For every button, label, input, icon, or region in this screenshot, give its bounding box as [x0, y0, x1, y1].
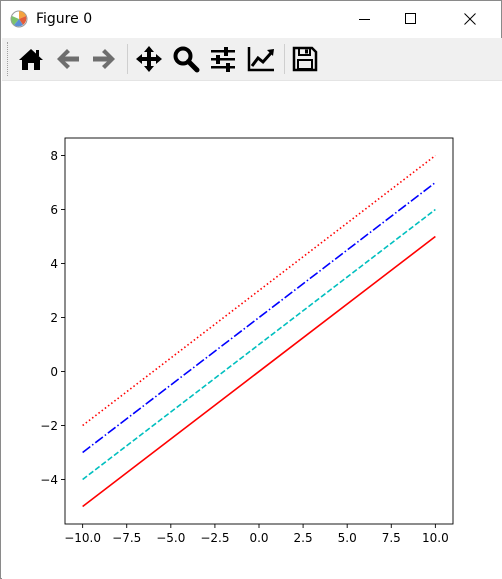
minimize-icon [359, 19, 370, 20]
x-tick-label: −7.5 [112, 531, 141, 545]
save-button[interactable] [288, 42, 322, 76]
y-tick-label: −4 [40, 473, 58, 487]
pan-button[interactable] [132, 42, 166, 76]
maximize-button[interactable] [388, 1, 434, 37]
series-line-1 [82, 208, 436, 481]
x-tick-label: −5.0 [156, 531, 185, 545]
x-tick-label: 0.0 [249, 531, 268, 545]
y-tick-label: 2 [50, 311, 58, 325]
close-button[interactable] [447, 1, 493, 37]
x-tick-label: 10.0 [422, 531, 449, 545]
x-tick-label: −10.0 [64, 531, 101, 545]
series-line-0 [82, 235, 436, 508]
zoom-button[interactable] [169, 42, 203, 76]
window-title: Figure 0 [36, 11, 93, 27]
forward-button[interactable] [87, 42, 121, 76]
edit-axis-button[interactable] [243, 42, 277, 76]
y-tick-label: 8 [50, 149, 58, 163]
series-line-2 [82, 181, 436, 454]
x-tick-label: 5.0 [338, 531, 357, 545]
toolbar-separator [284, 44, 285, 74]
magnifier-icon [173, 46, 200, 73]
toolbar-grip[interactable] [7, 42, 10, 76]
matplotlib-logo-icon [10, 10, 28, 28]
navigation-toolbar [2, 38, 502, 81]
series-line-3 [82, 154, 436, 427]
floppy-disk-icon [292, 46, 318, 72]
home-icon [19, 49, 43, 70]
arrow-right-icon [93, 49, 115, 69]
move-icon [136, 46, 162, 72]
trend-chart-icon [247, 47, 274, 72]
x-tick-label: −2.5 [200, 531, 229, 545]
minimize-button[interactable] [342, 1, 388, 37]
line-chart[interactable]: −10.0 −7.5 −5.0 −2.5 0.0 2.5 5.0 7.5 10.0 −4 −2 0 2 4… [2, 81, 502, 579]
y-tick-label: −2 [40, 419, 58, 433]
y-tick-label: 0 [50, 365, 58, 379]
sliders-icon [211, 47, 235, 72]
y-tick-label: 4 [50, 257, 58, 271]
title-bar[interactable]: Figure 0 [1, 1, 501, 37]
y-tick-label: 6 [50, 203, 58, 217]
back-button[interactable] [51, 42, 85, 76]
configure-subplots-button[interactable] [206, 42, 240, 76]
toolbar-separator [127, 44, 128, 74]
x-tick-label: 2.5 [294, 531, 313, 545]
maximize-icon [405, 13, 416, 24]
x-tick-label: 7.5 [382, 531, 401, 545]
arrow-left-icon [57, 49, 79, 69]
home-button[interactable] [14, 42, 48, 76]
plot-frame [64, 137, 454, 525]
figure-canvas[interactable]: −10.0 −7.5 −5.0 −2.5 0.0 2.5 5.0 7.5 10.0 −4 −2 0 2 4… [2, 81, 502, 579]
close-icon [464, 13, 476, 25]
